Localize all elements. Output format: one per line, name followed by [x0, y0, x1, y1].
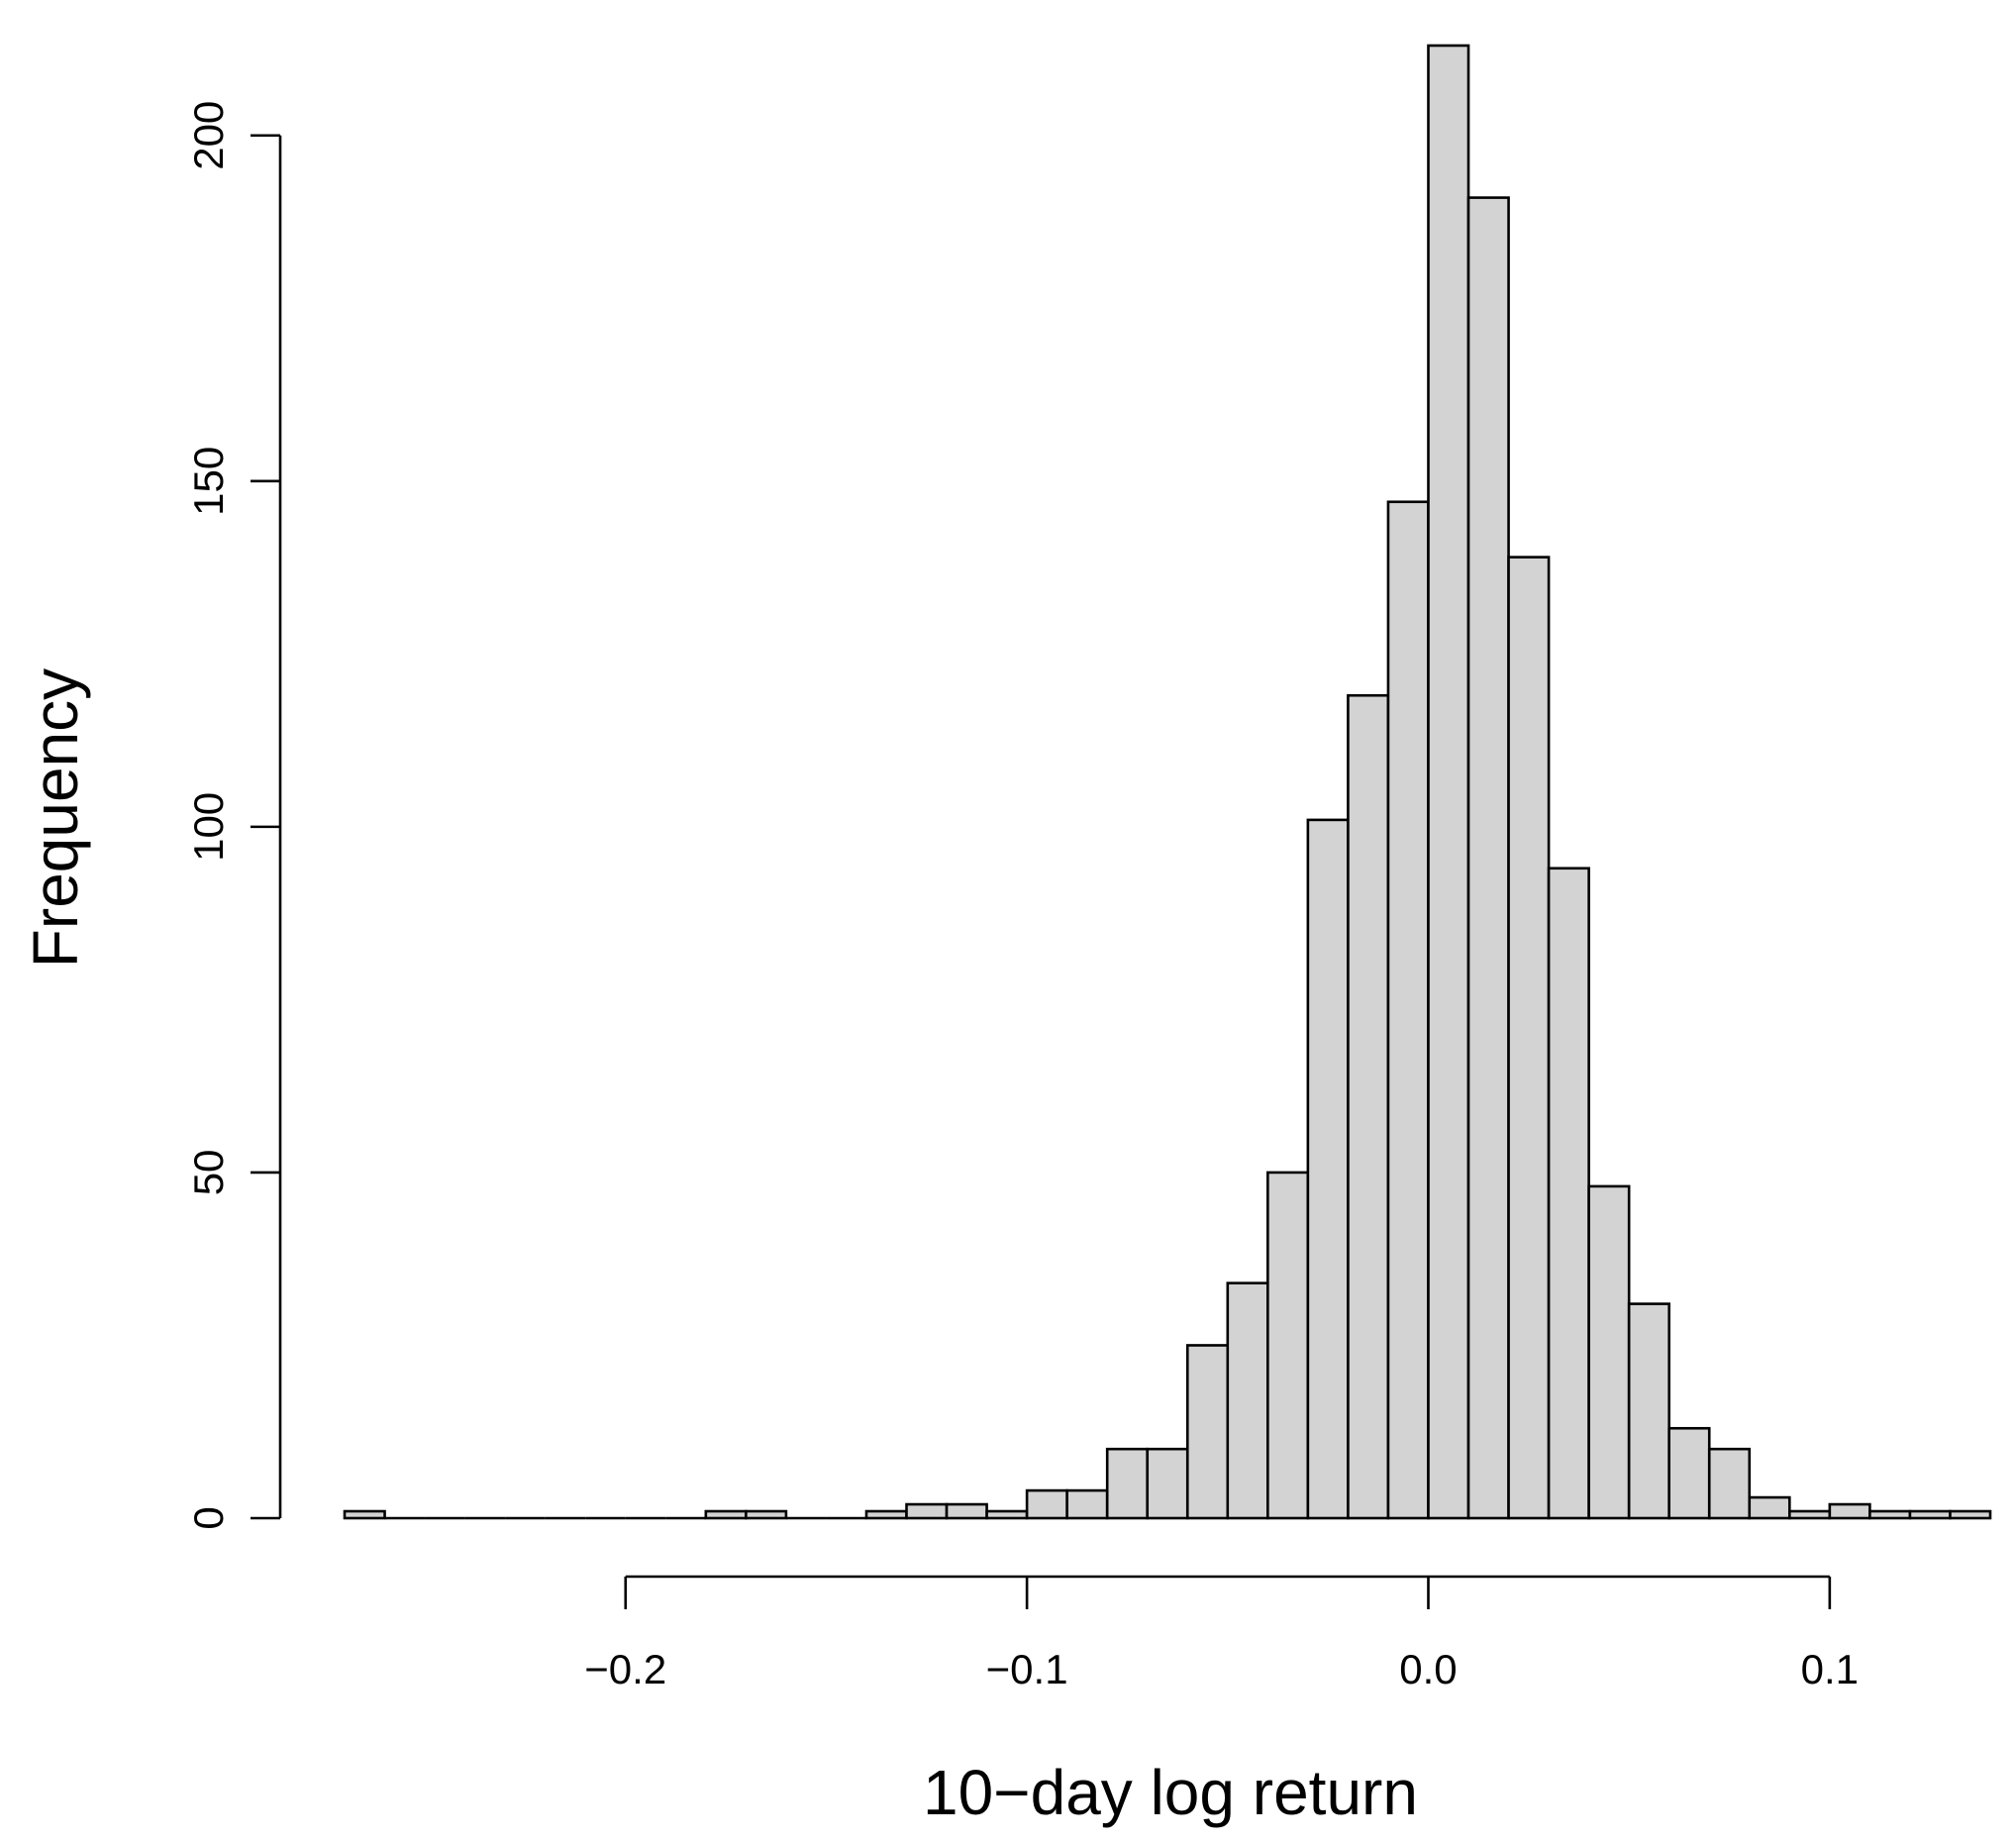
histogram-bar — [1146, 1447, 1189, 1520]
histogram-bar — [704, 1509, 748, 1520]
histogram-bar — [1868, 1509, 1912, 1520]
x-axis: −0.2 −0.1 0.0 0.1 — [584, 1575, 1859, 1692]
y-axis-title: Frequency — [20, 668, 91, 968]
histogram-bar — [1386, 500, 1430, 1520]
histogram-bar — [1587, 1184, 1631, 1520]
histogram-bar — [1748, 1495, 1791, 1520]
histogram-bar — [1707, 1447, 1752, 1520]
x-tick-label: 0.1 — [1801, 1646, 1859, 1692]
histogram-bar — [1025, 1488, 1068, 1520]
x-tick-label: −0.1 — [986, 1646, 1068, 1692]
histogram-bar — [343, 1509, 386, 1520]
x-tick-label: 0.0 — [1399, 1646, 1457, 1692]
histogram-bar — [1547, 867, 1590, 1520]
histogram-bar — [1949, 1509, 1992, 1520]
histogram-bar — [1266, 1171, 1310, 1520]
y-tick-label: 100 — [185, 792, 232, 862]
y-tick-label: 150 — [185, 447, 232, 516]
histogram-bar — [1105, 1447, 1150, 1520]
histogram-bar — [1627, 1302, 1671, 1520]
histogram-bar — [864, 1509, 908, 1520]
histogram-bar — [1065, 1488, 1109, 1520]
histogram-bar — [1667, 1426, 1711, 1520]
histogram-bar — [1466, 196, 1510, 1520]
x-axis-title: 10−day log return — [923, 1757, 1418, 1828]
y-tick-label: 0 — [185, 1506, 232, 1529]
histogram-bar — [745, 1509, 788, 1520]
bars-layer — [343, 44, 1992, 1520]
histogram-bar — [945, 1502, 988, 1520]
histogram-bar — [1908, 1509, 1952, 1520]
histogram-bar — [1226, 1281, 1269, 1520]
histogram-bar — [1347, 693, 1390, 1520]
histogram-bar — [985, 1509, 1029, 1520]
histogram-bar — [1507, 556, 1551, 1520]
y-axis: 0 50 100 150 200 — [185, 101, 282, 1530]
histogram-bar — [905, 1502, 949, 1520]
histogram-bar — [1788, 1509, 1832, 1520]
histogram-bar — [1306, 818, 1350, 1520]
histogram-bar — [1427, 44, 1470, 1520]
histogram-bar — [1185, 1344, 1230, 1520]
y-tick-label: 200 — [185, 101, 232, 170]
y-tick-label: 50 — [185, 1150, 232, 1196]
histogram-bar — [1828, 1502, 1871, 1520]
x-tick-label: −0.2 — [584, 1646, 666, 1692]
